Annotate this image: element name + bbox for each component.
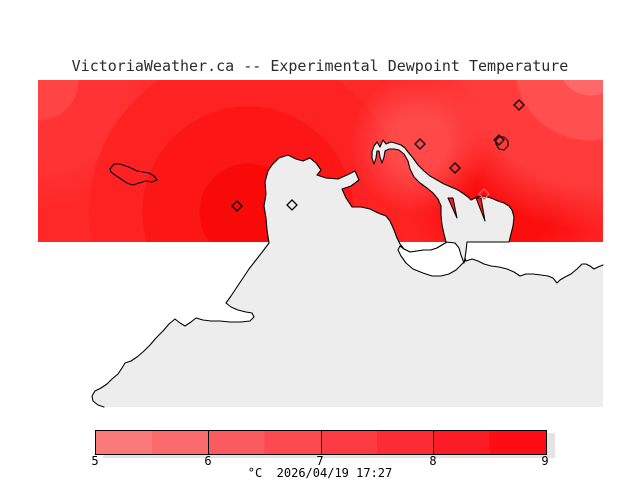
land-victoria (371, 139, 515, 264)
island-outline-west (109, 163, 158, 186)
colorbar-tick-6 (208, 431, 209, 454)
colorbar-tick-7 (321, 431, 322, 454)
station-marker (493, 134, 505, 146)
colorbar-label-7: 7 (316, 454, 324, 468)
colorbar-gradient (95, 430, 547, 455)
coastline-south-shore (465, 258, 604, 284)
colorbar-label-8: 8 (429, 454, 437, 468)
station-marker (231, 200, 243, 212)
colorbar-caption: °C 2026/04/19 17:27 (247, 466, 393, 480)
station-marker (414, 138, 426, 150)
station-marker (286, 199, 298, 211)
page-title: VictoriaWeather.ca -- Experimental Dewpo… (71, 57, 569, 75)
harbour-bay-east (475, 197, 486, 222)
colorbar-label-6: 6 (204, 454, 212, 468)
colorbar-tick-8 (433, 431, 434, 454)
coastline-west (91, 154, 467, 408)
land-mainland (92, 155, 603, 407)
colorbar-label-5: 5 (91, 454, 99, 468)
harbour-bay-west (447, 197, 458, 219)
colorbar-label-9: 9 (541, 454, 549, 468)
station-marker (449, 162, 461, 174)
station-markers (231, 99, 525, 212)
station-marker (478, 188, 490, 200)
station-marker (513, 99, 525, 111)
